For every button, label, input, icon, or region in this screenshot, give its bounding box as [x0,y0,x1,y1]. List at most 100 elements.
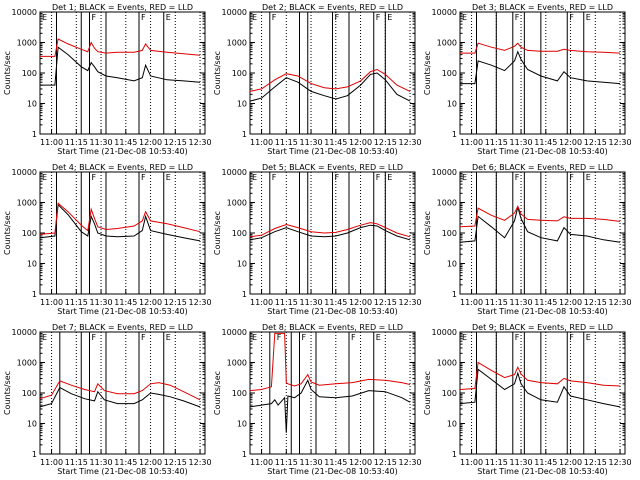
panel-title: Det 8; BLACK = Events, RED = LLD [262,323,403,332]
lld-series-line [459,361,621,390]
segment-marker-label: F [141,173,146,182]
events-series-line [460,50,621,85]
segment-marker-label: E [586,13,591,22]
y-tick-label: 10 [27,100,37,109]
x-tick-label: 11:00 [460,138,483,147]
y-tick-label: 10000 [12,328,37,337]
detector-panel-7: 1 10 100 1000 10000 11:00 11:15 11:30 11:45 12:00… [3,323,212,476]
panel-title: Det 4; BLACK = Events, RED = LLD [52,163,193,172]
y-axis-label: Counts/sec [213,371,222,415]
lld-series-line [460,42,621,54]
detector-panel-1: 1 10 100 1000 10000 11:00 11:15 11:30 11:45 12:00… [3,3,212,156]
x-axis-label: Start Time (21-Dec-08 10:53:40) [477,467,608,476]
x-tick-label: 11:30 [300,298,323,307]
y-axis-label: Counts/sec [423,371,432,415]
x-tick-label: 11:30 [90,138,113,147]
y-tick-label: 1000 [437,39,457,48]
events-series-line [249,379,411,433]
y-axis-label: Counts/sec [3,211,12,255]
x-tick-label: 12:15 [374,458,397,467]
x-tick-label: 11:30 [510,458,533,467]
y-axis-label: Counts/sec [423,211,432,255]
x-tick-label: 12:30 [189,298,212,307]
panel-title: Det 6; BLACK = Events, RED = LLD [472,163,613,172]
x-tick-label: 11:45 [534,298,557,307]
x-tick-label: 11:45 [324,298,347,307]
x-tick-label: 11:30 [90,458,113,467]
x-tick-label: 11:15 [65,138,88,147]
events-series-line [39,386,201,408]
y-tick-label: 1000 [227,199,247,208]
y-tick-label: 1 [242,290,247,299]
segment-marker-label: E [586,333,591,342]
segment-marker-label: F [141,333,146,342]
segment-marker-label: F [569,173,574,182]
y-tick-label: 10 [447,100,457,109]
detector-panel-5: 1 10 100 1000 10000 11:00 11:15 11:30 11:45 12:00… [213,163,422,316]
lld-series-line [39,380,201,401]
x-tick-label: 12:00 [349,298,372,307]
x-tick-label: 12:15 [584,138,607,147]
segment-marker-label: E [462,333,467,342]
y-tick-label: 1000 [17,359,37,368]
plot-frame [39,171,206,295]
y-tick-label: 1 [452,290,457,299]
lld-series-line [249,222,411,238]
x-axis-label: Start Time (21-Dec-08 10:53:40) [57,307,188,316]
x-tick-label: 11:00 [460,298,483,307]
lld-series-line [39,202,201,235]
plot-frame [459,331,626,455]
y-tick-label: 10 [237,260,247,269]
x-tick-label: 11:15 [485,458,508,467]
y-tick-label: 1 [32,130,37,139]
x-tick-label: 12:00 [559,458,582,467]
panel-title: Det 5; BLACK = Events, RED = LLD [262,163,403,172]
y-tick-label: 100 [442,389,457,398]
x-tick-label: 12:15 [374,298,397,307]
segment-marker-label: F [569,333,574,342]
events-series-line [459,205,621,243]
y-tick-label: 100 [232,389,247,398]
y-tick-label: 100 [22,69,37,78]
lld-series-line [249,332,411,392]
x-tick-label: 11:15 [65,458,88,467]
x-axis-label: Start Time (21-Dec-08 10:53:40) [57,147,188,156]
segment-marker-label: E [166,173,171,182]
x-axis-label: Start Time (21-Dec-08 10:53:40) [57,467,188,476]
segment-marker-label: E [42,333,47,342]
x-tick-label: 12:30 [609,138,632,147]
detector-panel-6: 1 10 100 1000 10000 11:00 11:15 11:30 11:45 12:00… [423,163,632,316]
x-tick-label: 11:30 [300,458,323,467]
events-series-line [459,368,621,408]
y-tick-label: 10000 [432,328,457,337]
segment-marker-label: E [586,173,591,182]
segment-marker-label: E [42,13,47,22]
x-tick-label: 12:30 [609,298,632,307]
x-tick-label: 11:15 [485,298,508,307]
x-tick-label: 12:00 [559,298,582,307]
segment-marker-label: E [387,173,392,182]
segment-marker-label: E [252,173,257,182]
x-tick-label: 12:30 [399,298,422,307]
y-tick-label: 100 [232,229,247,238]
plot-frame [39,331,206,455]
x-tick-label: 11:30 [300,138,323,147]
y-axis-label: Counts/sec [3,51,12,95]
x-tick-label: 12:00 [559,138,582,147]
x-tick-label: 12:15 [164,458,187,467]
events-series-line [249,224,411,241]
y-tick-label: 10 [27,260,37,269]
x-tick-label: 11:00 [40,298,63,307]
panel-title: Det 9; BLACK = Events, RED = LLD [472,323,613,332]
detector-panel-8: 1 10 100 1000 10000 11:00 11:15 11:30 11:45 12:00… [213,323,422,476]
x-tick-label: 12:15 [584,298,607,307]
segment-marker-label: F [92,173,97,182]
x-tick-label: 12:30 [399,138,422,147]
y-tick-label: 100 [232,69,247,78]
x-tick-label: 11:00 [460,458,483,467]
x-tick-label: 11:30 [90,298,113,307]
x-axis-label: Start Time (21-Dec-08 10:53:40) [477,307,608,316]
x-tick-label: 11:15 [275,298,298,307]
y-tick-label: 10 [27,420,37,429]
